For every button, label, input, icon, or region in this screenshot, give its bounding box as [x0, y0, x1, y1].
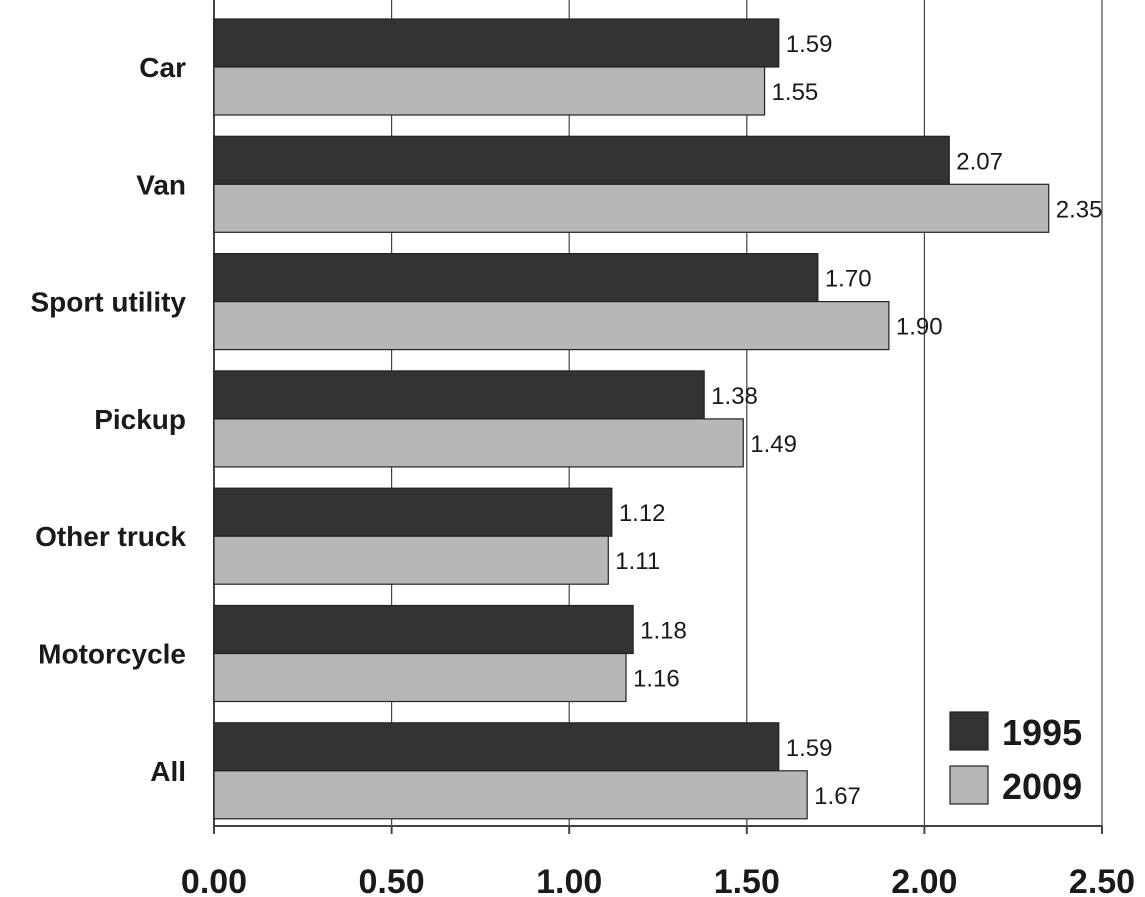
data-label: 1.49: [750, 431, 797, 458]
data-label: 1.70: [825, 266, 872, 293]
x-tick-label: 1.00: [536, 863, 602, 897]
bar-1995-sport-utility: [213, 253, 819, 303]
bar-1995-van: [213, 135, 950, 185]
bar-1995-all: [213, 722, 780, 772]
category-label: Car: [139, 52, 186, 83]
category-label: Motorcycle: [38, 639, 186, 670]
bar-1995-car: [213, 18, 780, 68]
category-labels: Car Van Sport utility Pickup Other truck Moto…: [30, 52, 186, 787]
bar-1995-pickup: [213, 370, 705, 420]
bar-2009-van: [213, 183, 1050, 233]
bar-1995-other-truck: [213, 487, 613, 537]
data-label: 1.59: [786, 735, 833, 762]
data-label: 2.07: [956, 148, 1003, 175]
category-label: Sport utility: [30, 287, 186, 318]
bar-2009-car: [213, 66, 766, 116]
x-tick-label: 2.00: [891, 863, 957, 897]
data-label: 1.12: [619, 500, 666, 527]
x-tick-label: 2.50: [1069, 863, 1135, 897]
data-label: 1.59: [786, 31, 833, 58]
x-tick-label: 0.50: [359, 863, 425, 897]
category-label: Other truck: [35, 521, 186, 552]
bar-1995-motorcycle: [213, 604, 634, 655]
data-label: 1.90: [896, 314, 943, 341]
bar-2009-other-truck: [213, 535, 609, 585]
bar-2009-all: [213, 770, 808, 820]
data-label: 1.11: [615, 548, 660, 575]
x-tick-label: 1.50: [714, 863, 780, 897]
data-label: 1.67: [814, 783, 861, 810]
bar-2009-sport-utility: [213, 301, 890, 351]
x-axis-ticks: 0.00 0.50 1.00 1.50 2.00 2.50: [181, 863, 1135, 897]
legend-label-2009: 2009: [1002, 766, 1082, 807]
data-label: 1.38: [711, 383, 758, 410]
bar-2009-pickup: [213, 418, 744, 468]
category-label: All: [150, 756, 186, 787]
legend-swatch-2009: [949, 765, 989, 805]
bars: [213, 18, 1050, 820]
category-label: Van: [136, 169, 186, 200]
x-tick-label: 0.00: [181, 863, 247, 897]
bar-2009-motorcycle: [213, 652, 627, 703]
legend-label-1995: 1995: [1002, 712, 1082, 753]
data-labels: 1.59 1.55 2.07 2.35 1.70 1.90 1.38 1.49 1.12 1.11…: [615, 31, 1102, 810]
category-label: Pickup: [94, 404, 186, 435]
data-label: 1.16: [633, 666, 680, 693]
data-label: 1.55: [772, 79, 819, 106]
legend: 1995 2009: [949, 711, 1082, 807]
legend-swatch-1995: [949, 711, 989, 751]
data-label: 2.35: [1056, 196, 1103, 223]
data-label: 1.18: [640, 618, 687, 645]
